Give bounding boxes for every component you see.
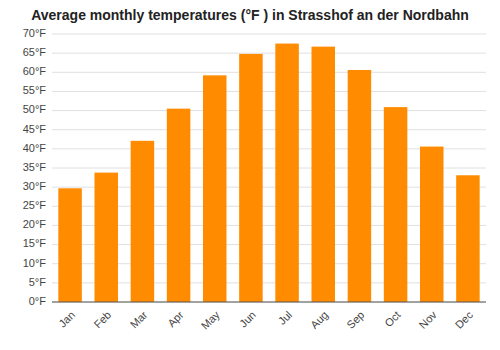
- grid-line: [52, 129, 486, 130]
- y-tick-label: 65°F: [23, 46, 47, 58]
- x-axis-line: [52, 302, 486, 303]
- y-tick-label: 15°F: [23, 237, 47, 249]
- x-tick-label: Apr: [165, 308, 186, 329]
- y-tick-label: 55°F: [23, 84, 47, 96]
- x-tick-label: Nov: [417, 308, 440, 331]
- grid-line: [52, 53, 486, 54]
- grid-line: [52, 34, 486, 35]
- y-tick-label: 40°F: [23, 142, 47, 154]
- bar: [203, 75, 227, 302]
- bar: [167, 109, 191, 302]
- grid-line: [52, 110, 486, 111]
- grid-line: [52, 91, 486, 92]
- chart-svg: 0°F 5°F 10°F 15°F 20°F 25°F 30°F 35°F 40°F 45°F 50…: [0, 0, 500, 350]
- x-tick-label: Jul: [276, 309, 294, 327]
- y-tick-label: 30°F: [23, 180, 47, 192]
- y-tick-label: 10°F: [23, 257, 47, 269]
- x-tick-label: Mar: [128, 308, 150, 330]
- x-tick-label: May: [199, 308, 223, 332]
- grid-line: [52, 302, 486, 303]
- bar: [239, 54, 263, 302]
- y-tick-label: 0°F: [29, 295, 47, 307]
- y-tick-label: 60°F: [23, 65, 47, 77]
- x-tick-label: Jan: [56, 309, 77, 330]
- y-tick-label: 5°F: [29, 276, 47, 288]
- bar: [275, 44, 299, 302]
- x-tick-label: Sep: [344, 309, 366, 331]
- x-tick-label: Dec: [453, 308, 476, 331]
- y-tick-label: 70°F: [23, 27, 47, 39]
- x-axis: Jan Feb Mar Apr May Jun Jul Aug Sep Oct Nov Dec: [52, 302, 486, 332]
- bar: [420, 147, 444, 302]
- y-tick-label: 50°F: [23, 103, 47, 115]
- x-tick-label: Jun: [237, 309, 258, 330]
- grid-line: [52, 72, 486, 73]
- y-tick-label: 25°F: [23, 199, 47, 211]
- bar: [131, 141, 155, 302]
- y-axis: 0°F 5°F 10°F 15°F 20°F 25°F 30°F 35°F 40°F 45°F 50…: [23, 27, 47, 307]
- bar: [311, 47, 335, 302]
- y-tick-label: 35°F: [23, 161, 47, 173]
- bar: [94, 173, 118, 302]
- bar: [384, 107, 408, 302]
- x-tick-label: Oct: [382, 309, 403, 330]
- bars: [58, 44, 479, 302]
- bar: [348, 70, 372, 302]
- bar: [58, 188, 82, 302]
- grid: [52, 34, 486, 302]
- y-tick-label: 20°F: [23, 218, 47, 230]
- y-tick-label: 45°F: [23, 123, 47, 135]
- bar: [456, 175, 480, 302]
- chart-container: 0°F 5°F 10°F 15°F 20°F 25°F 30°F 35°F 40°F 45°F 50…: [0, 0, 500, 350]
- x-tick-label: Aug: [308, 309, 330, 331]
- x-tick-label: Feb: [91, 309, 113, 331]
- title: Average monthly temperatures (°F ) in St…: [31, 7, 469, 23]
